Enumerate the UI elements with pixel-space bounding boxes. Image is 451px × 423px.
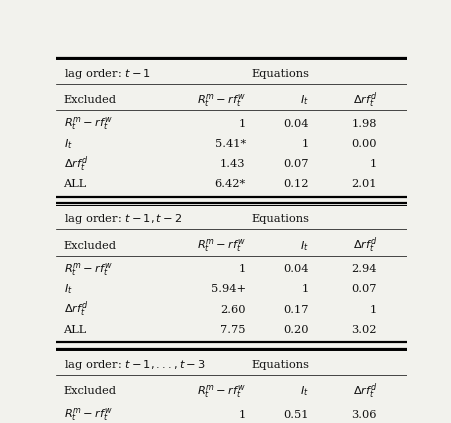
- Text: 7.75: 7.75: [220, 325, 245, 335]
- Text: lag order: $t-1, ..., t-3$: lag order: $t-1, ..., t-3$: [63, 357, 205, 372]
- Text: $I_t$: $I_t$: [299, 384, 308, 398]
- Text: $\Delta r f_t^d$: $\Delta r f_t^d$: [352, 90, 376, 110]
- Text: 1.98: 1.98: [351, 119, 376, 129]
- Text: $I_t$: $I_t$: [63, 137, 72, 151]
- Text: Equations: Equations: [251, 360, 309, 370]
- Text: $R_t^m - rf_t^w$: $R_t^m - rf_t^w$: [197, 92, 245, 109]
- Text: 1: 1: [301, 139, 308, 149]
- Text: 3.06: 3.06: [351, 410, 376, 420]
- Text: $R_t^m - rf_t^w$: $R_t^m - rf_t^w$: [197, 383, 245, 400]
- Text: 5.94+: 5.94+: [210, 284, 245, 294]
- Text: 2.60: 2.60: [220, 305, 245, 315]
- Text: 0.04: 0.04: [283, 119, 308, 129]
- Text: Equations: Equations: [251, 214, 309, 224]
- Text: 0.04: 0.04: [283, 264, 308, 274]
- Text: lag order: $t-1$: lag order: $t-1$: [63, 66, 150, 80]
- Text: 1: 1: [238, 119, 245, 129]
- Text: 1: 1: [369, 305, 376, 315]
- Text: 0.17: 0.17: [283, 305, 308, 315]
- Text: Excluded: Excluded: [63, 95, 116, 105]
- Text: 1: 1: [369, 159, 376, 169]
- Text: 5.41*: 5.41*: [214, 139, 245, 149]
- Text: $R_t^m - rf_t^w$: $R_t^m - rf_t^w$: [197, 237, 245, 254]
- Text: Equations: Equations: [251, 69, 309, 79]
- Text: Excluded: Excluded: [63, 241, 116, 251]
- Text: $I_t$: $I_t$: [299, 239, 308, 253]
- Text: 2.01: 2.01: [351, 179, 376, 189]
- Text: $\Delta r f_t^d$: $\Delta r f_t^d$: [352, 236, 376, 255]
- Text: ALL: ALL: [63, 179, 87, 189]
- Text: $\Delta r f_t^d$: $\Delta r f_t^d$: [63, 154, 87, 174]
- Text: 0.07: 0.07: [283, 159, 308, 169]
- Text: $\Delta r f_t^d$: $\Delta r f_t^d$: [63, 300, 87, 319]
- Text: 2.94: 2.94: [351, 264, 376, 274]
- Text: 1: 1: [301, 284, 308, 294]
- Text: $I_t$: $I_t$: [63, 283, 72, 296]
- Text: $R_t^m - rf_t^w$: $R_t^m - rf_t^w$: [63, 261, 112, 278]
- Text: Excluded: Excluded: [63, 386, 116, 396]
- Text: 3.02: 3.02: [351, 325, 376, 335]
- Text: 0.51: 0.51: [283, 410, 308, 420]
- Text: 0.07: 0.07: [351, 284, 376, 294]
- Text: $I_t$: $I_t$: [299, 93, 308, 107]
- Text: lag order: $t-1, t-2$: lag order: $t-1, t-2$: [63, 212, 181, 226]
- Text: 1: 1: [238, 410, 245, 420]
- Text: $R_t^m - rf_t^w$: $R_t^m - rf_t^w$: [63, 406, 112, 423]
- Text: $\Delta r f_t^d$: $\Delta r f_t^d$: [352, 382, 376, 401]
- Text: 1.43: 1.43: [220, 159, 245, 169]
- Text: 0.00: 0.00: [351, 139, 376, 149]
- Text: 1: 1: [238, 264, 245, 274]
- Text: ALL: ALL: [63, 325, 87, 335]
- Text: 0.20: 0.20: [283, 325, 308, 335]
- Text: 6.42*: 6.42*: [214, 179, 245, 189]
- Text: 0.12: 0.12: [283, 179, 308, 189]
- Text: $R_t^m - rf_t^w$: $R_t^m - rf_t^w$: [63, 115, 112, 132]
